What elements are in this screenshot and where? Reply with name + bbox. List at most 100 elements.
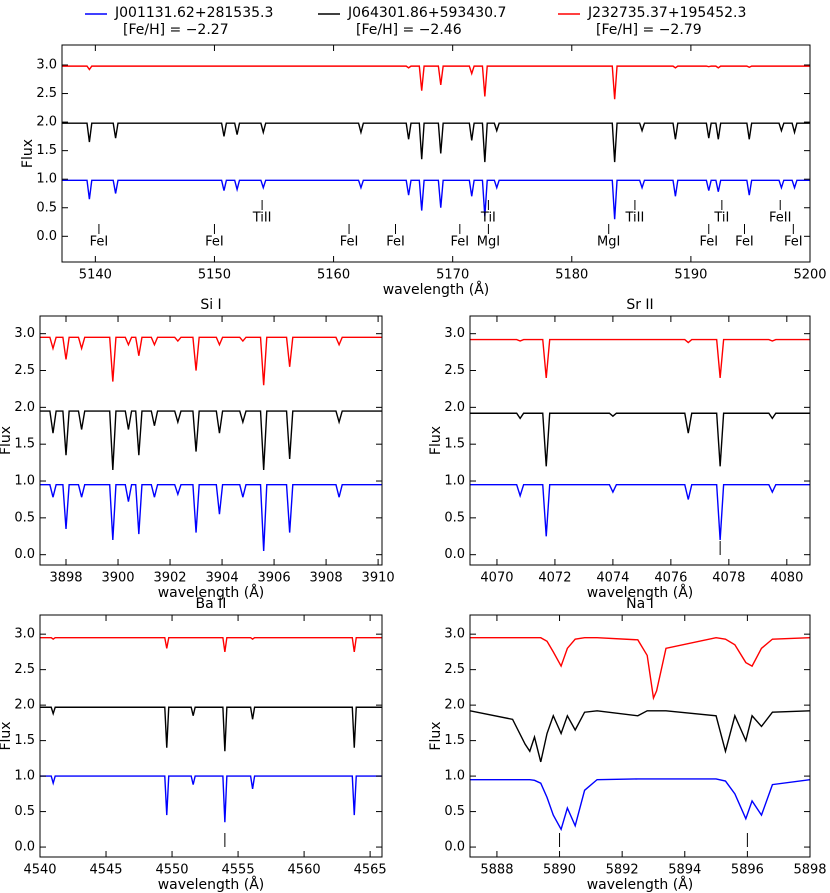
x-axis-label: wavelength (Å) [383,281,490,298]
y-tick-label: 1.0 [14,474,35,489]
x-tick-label: 4074 [596,571,629,586]
y-tick-label: 0.5 [36,200,57,215]
x-tick-label: 4072 [538,571,571,586]
annotation-label: FeI [451,235,470,250]
x-tick-label: 4555 [222,863,255,878]
legend-feh: [Fe/H] = −2.27 [123,22,229,38]
annotation-label: TiI [713,211,729,226]
x-tick-label: 5180 [555,268,588,283]
panel-title: Sr II [626,297,653,313]
y-tick-label: 0.5 [14,804,35,819]
plot-area [62,65,810,220]
plot-area [470,636,810,832]
y-tick-label: 2.5 [444,363,465,378]
y-tick-label: 0.0 [444,840,465,855]
x-tick-label: 3904 [206,571,239,586]
annotation-label: FeI [386,235,405,250]
x-axis-label: wavelength (Å) [587,876,694,893]
x-tick-label: 5190 [674,268,707,283]
annotation-label: TiI [480,211,496,226]
x-tick-label: 4545 [89,863,122,878]
y-tick-label: 3.0 [36,57,57,72]
y-tick-label: 1.5 [36,143,57,158]
x-tick-label: 4560 [288,863,321,878]
y-tick-label: 2.5 [444,662,465,677]
annotation-label: FeI [90,235,109,250]
x-tick-label: 5892 [606,863,639,878]
legend-name: J064301.86+593430.7 [347,5,506,21]
x-tick-label: 4070 [480,571,513,586]
y-tick-label: 2.5 [14,363,35,378]
legend-feh: [Fe/H] = −2.46 [356,22,462,38]
x-tick-label: 4565 [354,863,387,878]
axes-frame [469,614,811,858]
y-tick-label: 1.5 [14,437,35,452]
y-tick-label: 0.0 [14,840,35,855]
legend-name: J232735.37+195452.3 [587,5,746,21]
y-axis-label: Flux [0,426,14,455]
annotation-label: FeI [784,235,803,250]
y-tick-label: 3.0 [14,326,35,341]
y-tick-label: 0.5 [444,804,465,819]
annotation-label: FeI [735,235,754,250]
y-tick-label: 2.0 [444,698,465,713]
x-axis-label: wavelength (Å) [587,584,694,601]
y-tick-label: 0.5 [14,510,35,525]
y-tick-label: 3.0 [444,326,465,341]
x-tick-label: 5160 [317,268,350,283]
spectrum-line [40,775,382,823]
y-tick-label: 0.0 [14,547,35,562]
y-tick-label: 1.5 [444,733,465,748]
plot-area [40,336,382,552]
y-tick-label: 2.0 [14,400,35,415]
spectrum-line [62,179,810,220]
axes-frame [39,315,383,566]
annotation-label: TiII [624,211,644,226]
spectrum-line [40,484,382,552]
annotation-label: TiII [252,211,272,226]
y-tick-label: 2.0 [36,115,57,130]
x-tick-label: 5890 [543,863,576,878]
panel-title: Na I [626,596,654,612]
x-tick-label: 4550 [155,863,188,878]
y-tick-label: 2.0 [444,400,465,415]
axes-frame [61,44,811,263]
annotation-label: FeI [699,235,718,250]
spectrum-line [470,636,810,701]
x-tick-label: 3906 [258,571,291,586]
x-tick-label: 4078 [712,571,745,586]
spectrum-line [470,710,810,763]
x-tick-label: 3900 [101,571,134,586]
y-tick-label: 0.0 [444,547,465,562]
spectrum-line [470,412,810,467]
plot-area [470,338,810,540]
y-tick-label: 1.5 [444,437,465,452]
x-tick-label: 3908 [310,571,343,586]
spectrum-line [40,706,382,752]
y-tick-label: 3.0 [444,627,465,642]
x-tick-label: 3898 [49,571,82,586]
x-tick-label: 3902 [153,571,186,586]
legend-feh: [Fe/H] = −2.79 [596,22,702,38]
axes-frame [39,614,383,858]
x-axis-label: wavelength (Å) [158,876,265,893]
y-tick-label: 1.5 [14,733,35,748]
annotation-label: FeII [769,211,791,226]
x-tick-label: 5898 [793,863,826,878]
x-tick-label: 5894 [668,863,701,878]
annotation-label: FeI [340,235,359,250]
y-axis-label: Flux [20,139,36,168]
x-axis-label: wavelength (Å) [158,584,265,601]
spectrum-line [470,778,810,832]
x-tick-label: 5896 [731,863,764,878]
y-axis-label: Flux [0,721,14,750]
legend-name: J001131.62+281535.3 [114,5,273,21]
x-tick-label: 4080 [770,571,803,586]
x-tick-label: 5170 [436,268,469,283]
annotation-label: FeI [205,235,224,250]
x-tick-label: 5140 [79,268,112,283]
x-tick-label: 5200 [793,268,826,283]
spectrum-line [470,338,810,378]
y-tick-label: 2.5 [36,86,57,101]
